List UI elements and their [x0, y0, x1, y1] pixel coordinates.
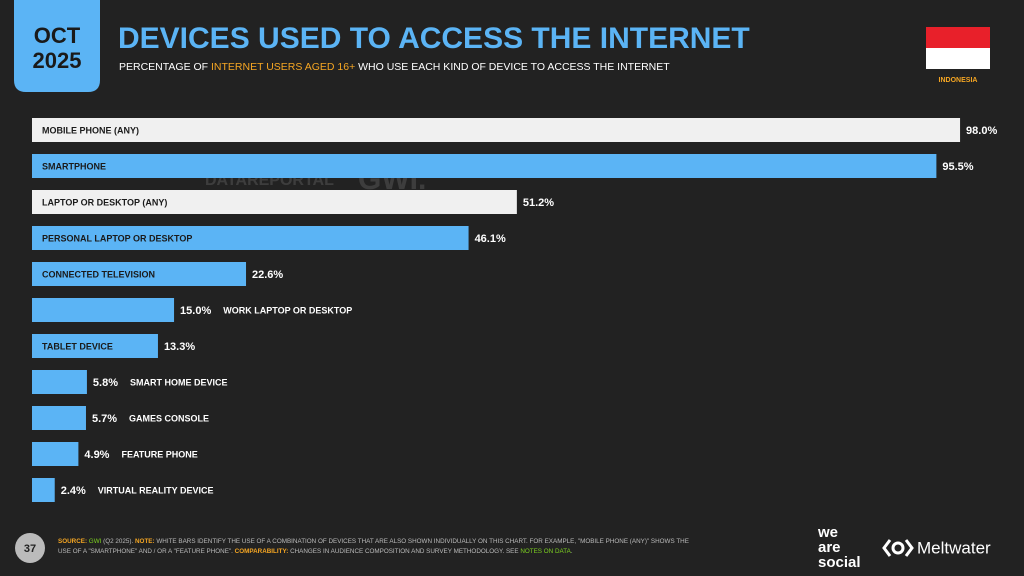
logo-1-line: social	[818, 554, 861, 571]
category-label: WORK LAPTOP OR DESKTOP	[223, 305, 352, 315]
value-label: 51.2%	[523, 197, 554, 209]
chart: 98.0% MOBILE PHONE (ANY) 95.5% SMARTPHONE 51…	[32, 118, 997, 502]
bar	[32, 442, 79, 466]
date-month: OCT	[34, 23, 81, 48]
value-label: 22.6%	[252, 269, 283, 281]
footer-part: .	[571, 548, 573, 555]
subtitle-part: INTERNET USERS AGED 16+	[211, 61, 355, 73]
bar	[32, 370, 87, 394]
footer-part: COMPARABILITY:	[235, 548, 290, 555]
value-label: 5.8%	[93, 377, 118, 389]
value-label: 5.7%	[92, 413, 117, 425]
value-label: 46.1%	[475, 233, 506, 245]
bar	[32, 154, 937, 178]
category-label: GAMES CONSOLE	[129, 413, 209, 423]
bar	[32, 226, 469, 250]
bar	[32, 478, 55, 502]
date-badge	[14, 0, 100, 92]
page-badge	[15, 533, 45, 563]
date-year: 2025	[33, 48, 82, 73]
footer-part: NOTE:	[135, 538, 156, 545]
bar	[32, 190, 517, 214]
footer-part: (Q2 2025).	[101, 538, 135, 545]
value-label: 15.0%	[180, 305, 211, 317]
value-label: 98.0%	[966, 125, 997, 137]
footer-part: CHANGES IN AUDIENCE COMPOSITION AND SURV…	[290, 548, 520, 555]
category-label: CONNECTED TELEVISION	[42, 269, 155, 279]
bar	[32, 118, 961, 142]
value-label: 4.9%	[84, 449, 109, 461]
footer-part: WHITE BARS IDENTIFY THE USE OF A COMBINA…	[156, 538, 689, 545]
subtitle-part: WHO USE EACH KIND OF DEVICE TO ACCESS TH…	[355, 61, 670, 73]
footer: SOURCE: GWI (Q2 2025). NOTE: WHITE BARS …	[58, 538, 689, 555]
logo-2: Meltwater	[917, 538, 991, 557]
category-label: FEATURE PHONE	[121, 449, 197, 459]
category-label: TABLET DEVICE	[42, 341, 113, 351]
value-label: 2.4%	[61, 485, 86, 497]
category-label: VIRTUAL REALITY DEVICE	[98, 485, 214, 495]
footer-part: NOTES ON DATA	[520, 548, 571, 555]
footer-line: USE OF A "SMARTPHONE" AND / OR A "FEATUR…	[58, 548, 573, 555]
logo-1-line: we	[817, 524, 838, 541]
bar	[32, 298, 175, 322]
footer-part: GWI	[89, 538, 102, 545]
value-label: 13.3%	[164, 341, 195, 353]
category-label: SMART HOME DEVICE	[130, 377, 228, 387]
flag-white	[926, 48, 990, 69]
logo-2-icon	[882, 539, 914, 557]
value-label: 95.5%	[942, 161, 973, 173]
flag-red	[926, 27, 990, 48]
category-label: MOBILE PHONE (ANY)	[42, 125, 139, 135]
subtitle-part: PERCENTAGE OF	[119, 61, 211, 73]
footer-part: SOURCE:	[58, 538, 89, 545]
category-label: SMARTPHONE	[42, 161, 106, 171]
category-label: LAPTOP OR DESKTOP (ANY)	[42, 197, 167, 207]
footer-line: SOURCE: GWI (Q2 2025). NOTE: WHITE BARS …	[58, 538, 689, 545]
country: INDONESIA	[939, 77, 978, 84]
bar	[32, 262, 247, 286]
category-label: PERSONAL LAPTOP OR DESKTOP	[42, 233, 192, 243]
bar	[32, 334, 158, 358]
subtitle: PERCENTAGE OF INTERNET USERS AGED 16+ WH…	[119, 61, 670, 73]
page-number: 37	[24, 543, 36, 555]
bar	[32, 406, 86, 430]
footer-part: USE OF A "SMARTPHONE" AND / OR A "FEATUR…	[58, 548, 235, 555]
logo-1-line: are	[818, 539, 841, 556]
title: DEVICES USED TO ACCESS THE INTERNET	[118, 22, 750, 55]
